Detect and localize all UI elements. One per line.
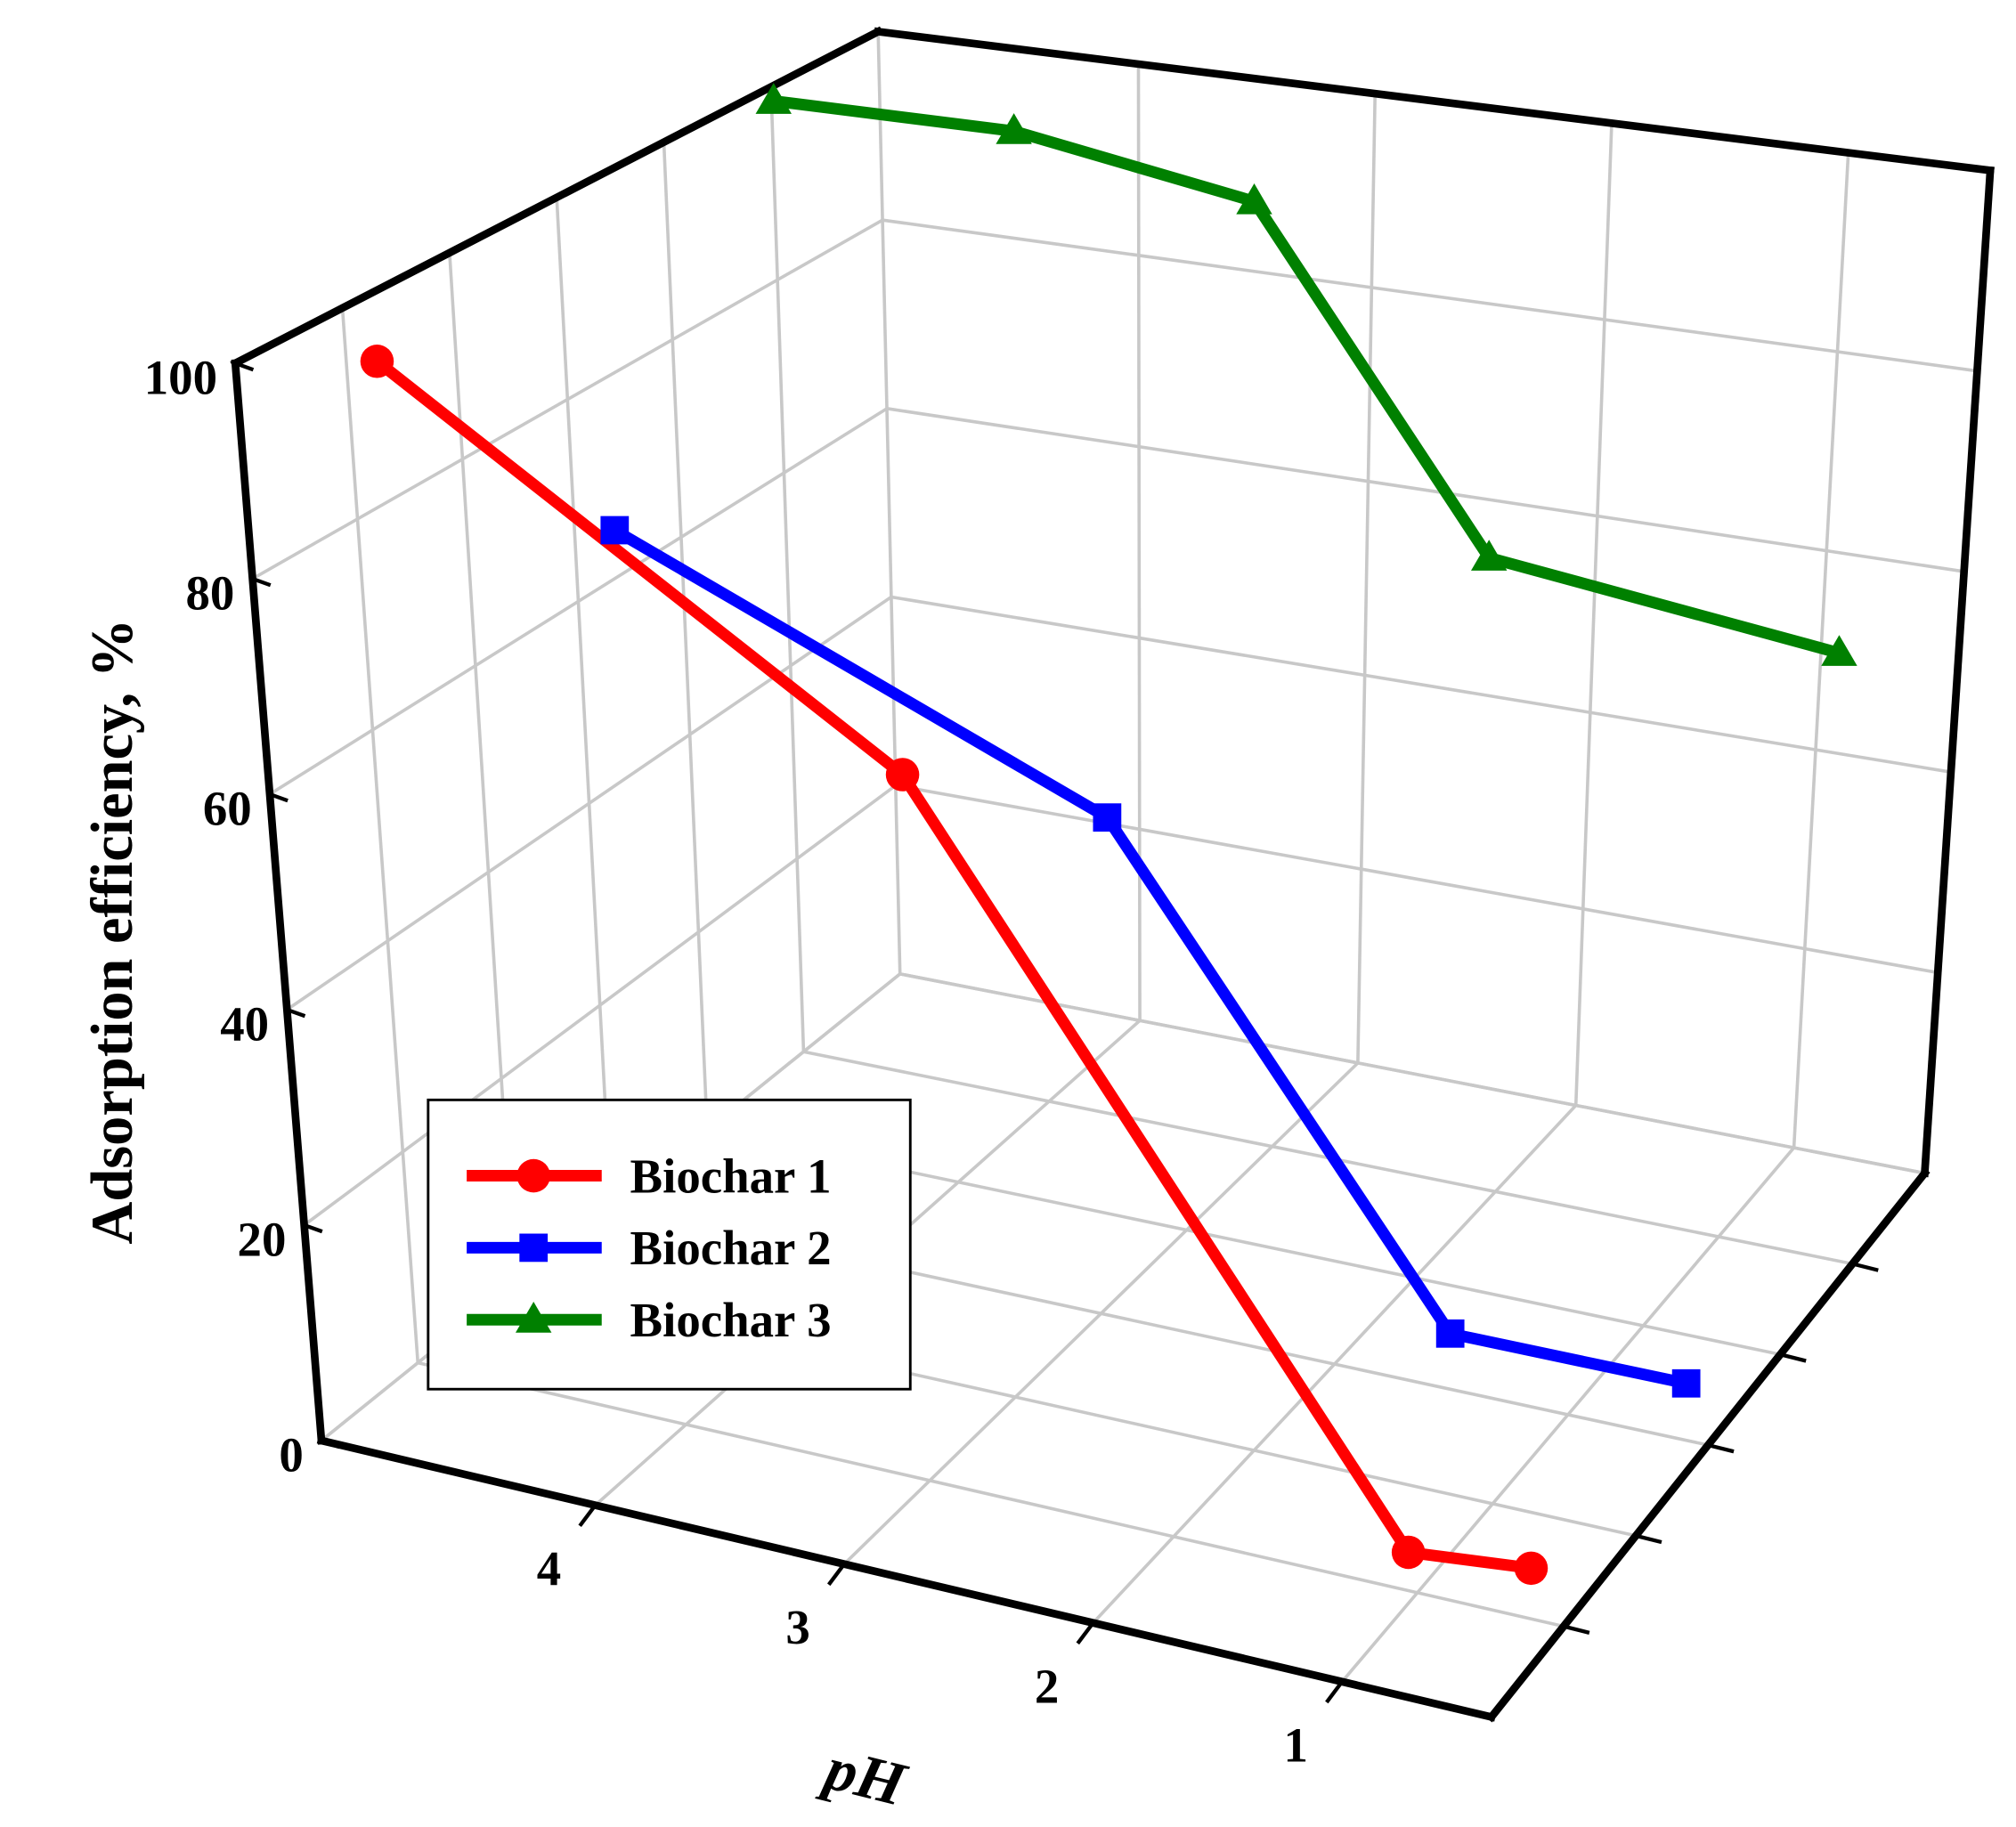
- legend: Biochar 1 Biochar 2 Biochar 3: [427, 1098, 912, 1391]
- x-axis: [316, 1435, 1497, 1722]
- side-wall-grid-line: [662, 142, 709, 1130]
- side-wall-grid-line: [769, 86, 806, 1052]
- y-tick-label: 40: [220, 997, 269, 1052]
- y-axis: [231, 359, 326, 1445]
- back-wall-grid-line: [890, 595, 1952, 774]
- z-tick: [1851, 1262, 1879, 1272]
- x-tick-label: 1: [1283, 1717, 1307, 1772]
- grid: [234, 29, 1991, 1683]
- marker: [515, 1302, 552, 1333]
- box-edge: [899, 972, 1925, 1175]
- y-axis-label: Adsorption efficiency, %: [80, 619, 145, 1245]
- x-tick: [1076, 1621, 1095, 1645]
- box-edge: [874, 27, 1995, 175]
- back-wall-grid-line: [1573, 123, 1614, 1106]
- y-tick: [303, 1222, 323, 1234]
- marker: [1671, 1368, 1701, 1398]
- x-tick: [578, 1504, 597, 1528]
- x-tick-label: 2: [1035, 1659, 1059, 1713]
- marker: [516, 1158, 550, 1193]
- x-tick: [1325, 1680, 1344, 1704]
- axes: 4 3 2 1 0 20 40 60 80 100: [144, 26, 1995, 1772]
- marker: [1514, 1551, 1549, 1586]
- box-edge: [230, 26, 884, 369]
- y-tick-label: 80: [186, 566, 235, 621]
- x-axis-label: pH: [815, 1732, 914, 1819]
- back-wall-grid-line: [886, 407, 1964, 573]
- marker: [1236, 183, 1272, 215]
- marker: [885, 758, 920, 792]
- back-wall-grid-line: [1136, 63, 1142, 1021]
- x-tick-label: 3: [785, 1600, 809, 1654]
- y-tick: [251, 576, 272, 588]
- marker: [1093, 803, 1122, 832]
- box-edge: [876, 31, 902, 974]
- series-line: [373, 356, 1532, 1574]
- back-wall-grid-line: [895, 784, 1939, 975]
- z-tick: [1563, 1624, 1590, 1635]
- floor-grid-line: [417, 1360, 1565, 1628]
- side-wall-grid-line: [555, 197, 613, 1208]
- y-tick: [234, 361, 255, 372]
- y-tick-label: 100: [144, 351, 217, 405]
- y-tick: [286, 1007, 306, 1019]
- marker: [360, 345, 394, 378]
- legend-label: Biochar 2: [630, 1221, 832, 1275]
- y-tick-label: 20: [238, 1213, 287, 1267]
- series-line: [612, 524, 1687, 1390]
- marker: [1435, 1319, 1465, 1348]
- marker: [519, 1233, 549, 1263]
- box-edge: [1920, 166, 1995, 1178]
- back-wall-grid-line: [882, 218, 1978, 373]
- marker: [1821, 635, 1857, 666]
- x-tick: [826, 1563, 846, 1587]
- marker: [996, 113, 1032, 144]
- legend-label: Biochar 3: [630, 1293, 832, 1347]
- z-tick: [1707, 1442, 1735, 1454]
- y-tick: [269, 792, 289, 803]
- marker: [1391, 1535, 1426, 1570]
- x-tick-label: 4: [537, 1541, 561, 1596]
- series-line: [772, 94, 1841, 659]
- y-tick-label: 0: [279, 1428, 303, 1482]
- z-tick: [1635, 1533, 1662, 1545]
- marker: [1470, 540, 1508, 571]
- marker: [600, 516, 630, 545]
- side-wall-grid-line: [340, 307, 420, 1363]
- legend-label: Biochar 1: [630, 1149, 832, 1203]
- z-tick: [1779, 1352, 1807, 1363]
- plot-area: [360, 83, 1857, 1586]
- y-tick-label: 60: [203, 782, 252, 836]
- marker: [755, 83, 792, 114]
- y-tick: [321, 1438, 340, 1449]
- back-wall-grid-line: [1356, 93, 1378, 1063]
